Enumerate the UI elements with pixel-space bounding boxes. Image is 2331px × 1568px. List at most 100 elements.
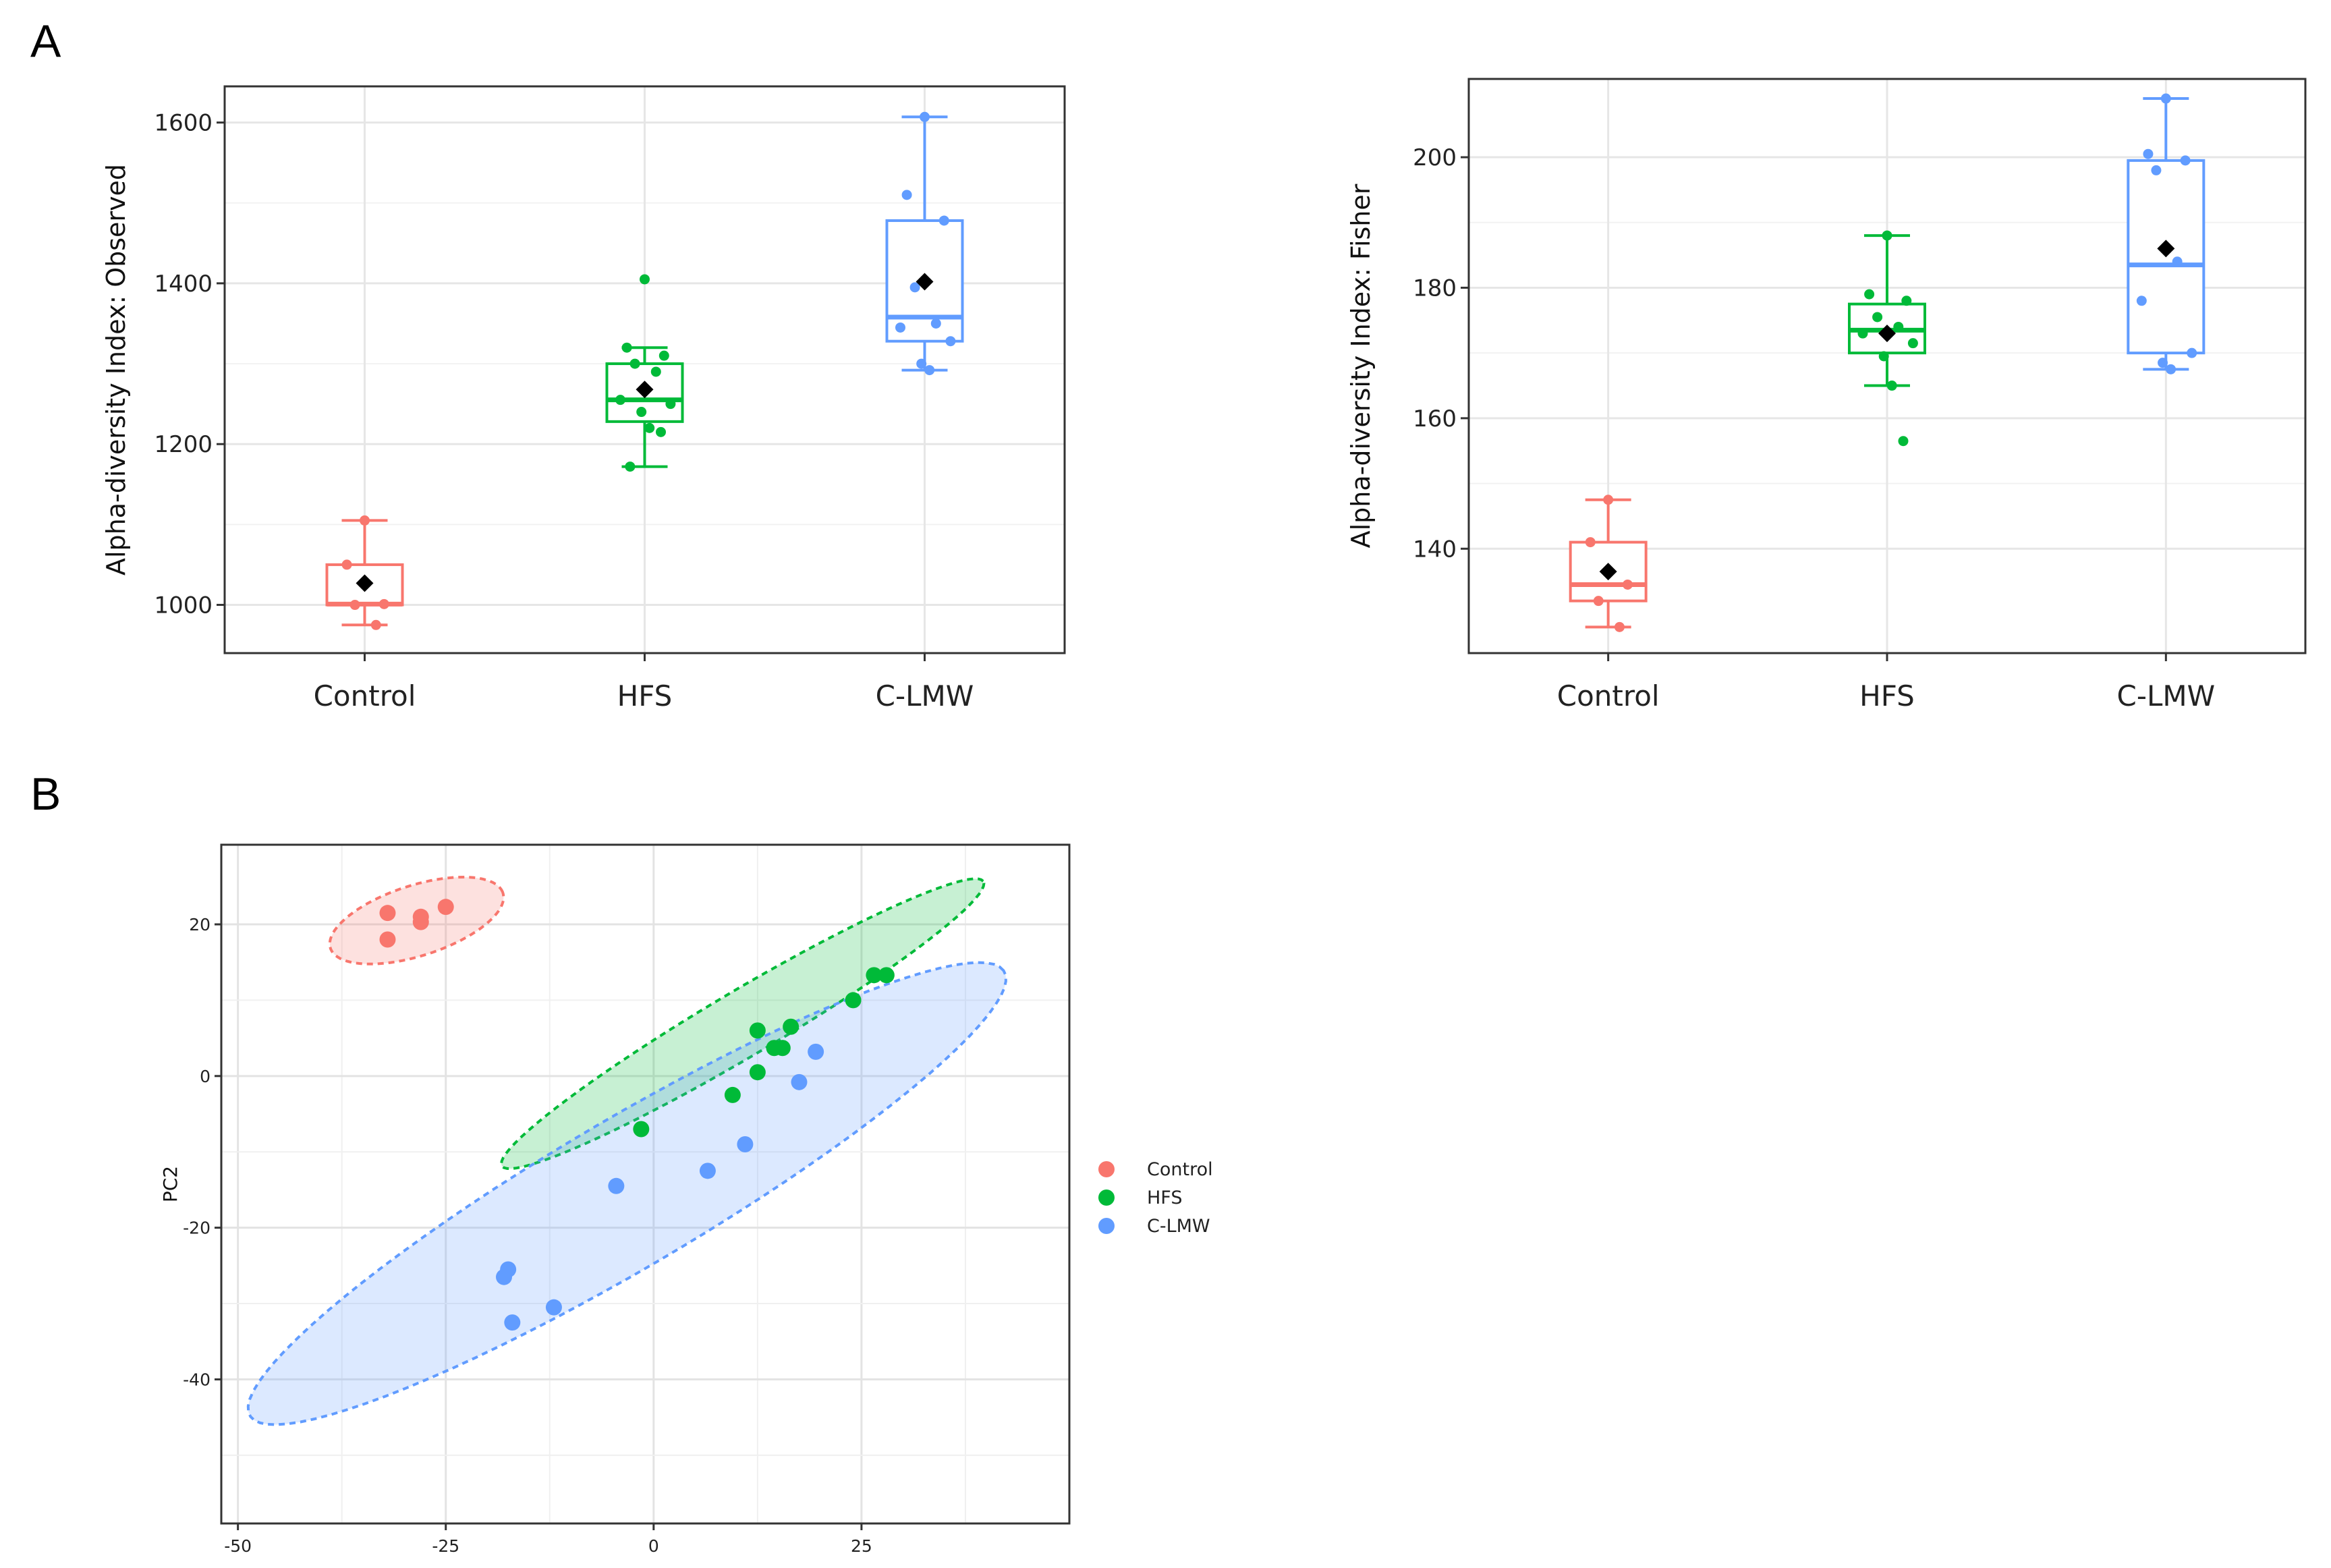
x-tick-label: C-LMW — [876, 679, 974, 712]
data-point — [640, 274, 650, 285]
data-point — [349, 600, 360, 611]
data-point — [1593, 596, 1604, 607]
legend-label: Control — [1147, 1159, 1213, 1180]
data-point — [1603, 495, 1614, 505]
legend-key — [1098, 1189, 1115, 1206]
x-tick-label: 0 — [648, 1536, 659, 1556]
data-point — [909, 282, 920, 293]
x-tick-label: HFS — [1859, 679, 1915, 712]
data-point — [1898, 436, 1909, 447]
data-point — [545, 1299, 562, 1316]
data-point — [633, 1121, 650, 1138]
boxplot-fisher: 140 160 180 200 Alpha-diversity Index: Fishe… — [1346, 78, 2307, 712]
panel-label-a: A — [30, 16, 61, 67]
data-point — [379, 905, 396, 922]
plot-frame — [220, 843, 1071, 1525]
data-point — [783, 1018, 799, 1035]
mean-marker — [356, 574, 374, 592]
x-tick-label: 25 — [851, 1536, 872, 1556]
data-point — [629, 358, 640, 369]
y-axis-title: Alpha-diversity Index: Fisher — [1346, 184, 1376, 548]
y-axis-title: PC2 — [159, 1166, 181, 1202]
y-tick-label: -20 — [183, 1219, 210, 1238]
confidence-ellipse — [246, 961, 1007, 1426]
data-point — [916, 358, 927, 369]
data-point — [1614, 621, 1625, 632]
data-point — [901, 190, 912, 200]
x-tick-label: -50 — [224, 1536, 252, 1556]
data-point — [2143, 148, 2154, 159]
data-point — [699, 1163, 716, 1179]
data-point — [737, 1136, 754, 1152]
data-point — [360, 515, 370, 526]
data-point — [665, 399, 676, 410]
data-point — [370, 619, 381, 630]
data-point — [1901, 296, 1912, 306]
legend-label: HFS — [1147, 1187, 1183, 1208]
data-point — [615, 395, 625, 405]
data-point — [1622, 579, 1633, 590]
data-point — [2166, 364, 2176, 374]
data-point — [724, 1086, 741, 1103]
data-point — [845, 992, 862, 1009]
y-tick-label: 180 — [1413, 275, 1457, 302]
data-point — [774, 1040, 791, 1057]
data-point — [379, 931, 396, 948]
data-point — [658, 350, 669, 361]
x-tick-label: Control — [1557, 679, 1660, 712]
boxplot-observed: 1000 1200 1400 1600 Alpha-diversity Index: O… — [101, 85, 1066, 712]
data-point — [621, 342, 632, 353]
x-tick-label: -25 — [432, 1536, 459, 1556]
y-axis-title: Alpha-diversity Index: Observed — [101, 164, 131, 576]
y-tick-label: 0 — [200, 1067, 210, 1086]
y-tick-label: 200 — [1413, 144, 1457, 171]
data-point — [1907, 338, 1918, 349]
data-point — [650, 366, 661, 377]
data-point — [2136, 296, 2147, 306]
data-point — [945, 336, 956, 347]
y-tick-label: 20 — [189, 915, 210, 934]
data-point — [938, 215, 949, 226]
legend-label: C-LMW — [1147, 1216, 1210, 1237]
data-point — [656, 426, 666, 437]
y-tick-label: 1200 — [154, 431, 213, 458]
y-tick-label: 1400 — [154, 271, 213, 298]
data-point — [504, 1314, 521, 1331]
data-point — [608, 1177, 625, 1194]
data-point — [636, 407, 647, 418]
data-point — [895, 322, 905, 333]
pca-scatter: -50 -25 0 25 20 0 -20 -40 PC1 PC2 Control HFS C-LMW — [159, 843, 1213, 1568]
x-tick-label: Control — [314, 679, 416, 712]
data-point — [791, 1073, 808, 1090]
data-point — [496, 1268, 512, 1285]
data-point — [924, 365, 935, 376]
data-point — [866, 967, 882, 984]
mean-marker — [916, 273, 934, 291]
data-point — [2158, 358, 2168, 368]
data-point — [2180, 155, 2191, 166]
data-point — [1864, 289, 1875, 300]
panel-label-b: B — [30, 768, 61, 820]
data-point — [1878, 351, 1889, 362]
data-point — [341, 559, 352, 570]
data-point — [808, 1043, 824, 1060]
legend-key — [1098, 1161, 1115, 1177]
data-point — [1893, 321, 1904, 332]
data-point — [930, 318, 941, 329]
data-point — [1585, 537, 1596, 548]
data-point — [1886, 381, 1897, 391]
data-point — [878, 967, 895, 984]
data-point — [1857, 328, 1868, 339]
y-tick-label: 160 — [1413, 405, 1457, 432]
legend-key — [1098, 1218, 1115, 1234]
data-point — [1872, 312, 1883, 323]
data-point — [378, 598, 389, 609]
y-tick-label: -40 — [183, 1370, 210, 1389]
data-point — [2151, 165, 2162, 175]
data-point — [2187, 347, 2197, 358]
data-point — [2160, 93, 2171, 104]
x-tick-label: HFS — [617, 679, 673, 712]
data-point — [1882, 230, 1892, 241]
data-point — [920, 111, 930, 122]
